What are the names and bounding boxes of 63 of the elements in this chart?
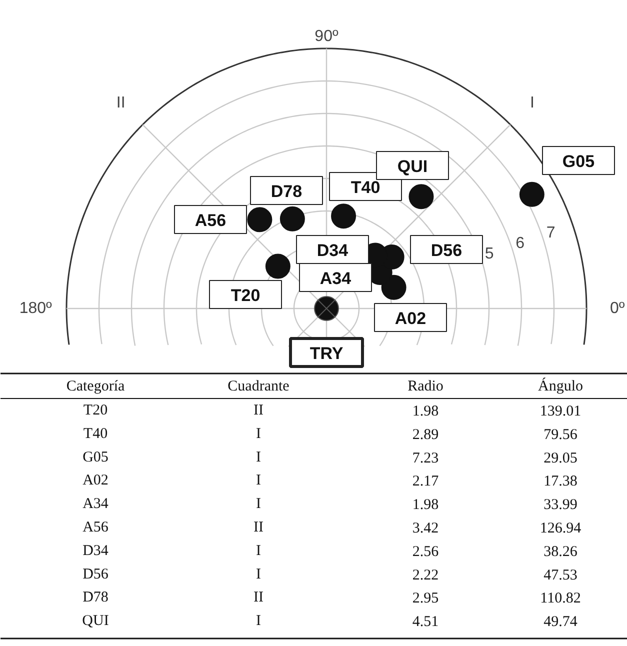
text: 79.56 [544,426,578,443]
text: 126.94 [540,520,582,536]
category-label: T40 [350,178,380,197]
text: 0º [610,300,625,317]
text: 7 [546,224,556,242]
category-label: D56 [82,566,108,582]
category-label: A02 [82,472,108,489]
text: 6 [516,234,525,252]
text: I [256,613,261,630]
category-label: A34 [82,496,108,512]
text: II [116,94,126,112]
text: I [256,496,261,512]
text: I [256,426,261,442]
text: 139.01 [540,404,582,420]
text: I [256,472,261,489]
text: II [254,520,264,536]
text: 90º [314,28,338,45]
category-label: A56 [82,520,108,536]
text: Ángulo [538,378,583,394]
text: 38.26 [544,544,578,560]
category-label: D34 [316,241,349,260]
data-label: 7.23 [412,450,439,466]
text: 47.53 [544,567,578,584]
category-label: A56 [194,211,226,230]
data-label: 4.51 [412,614,439,630]
text: I [530,94,534,112]
data-label: 2.17 [412,474,440,490]
text: 17.38 [544,474,578,490]
category-label: D34 [82,542,108,559]
text: 110.82 [540,590,581,607]
data-label: 1.98 [412,404,439,420]
text: Categoría [66,378,125,394]
category-label: T20 [230,286,260,305]
category-label: G05 [82,449,108,466]
category-label: D78 [82,590,108,606]
text: 33.99 [544,497,578,514]
text: TRY [310,344,344,363]
text: 180º [19,300,52,317]
text: Radio [408,378,444,394]
category-label: G05 [562,152,595,171]
category-label: QUI [82,613,109,630]
category-label: D78 [270,182,302,201]
text: 49.74 [544,614,578,630]
text: 5 [484,245,494,262]
text: I [256,566,261,582]
text: I [256,542,261,559]
data-label: 2.95 [412,590,439,607]
category-label: QUI [397,157,428,176]
data-label: 2.56 [412,544,440,560]
category-label: A02 [394,309,426,328]
category-label: A34 [320,269,352,288]
text: Cuadrante [228,378,290,394]
data-label: 1.98 [412,497,439,514]
category-label: D56 [430,241,462,260]
data-label: 2.89 [412,426,439,443]
data-label: 2.22 [412,567,439,584]
text: 29.05 [544,450,578,466]
text: II [254,590,264,606]
text: I [256,449,261,466]
category-label: T20 [83,402,108,418]
category-label: T40 [83,426,108,442]
data-label: 3.42 [412,520,439,536]
text: II [254,402,264,418]
